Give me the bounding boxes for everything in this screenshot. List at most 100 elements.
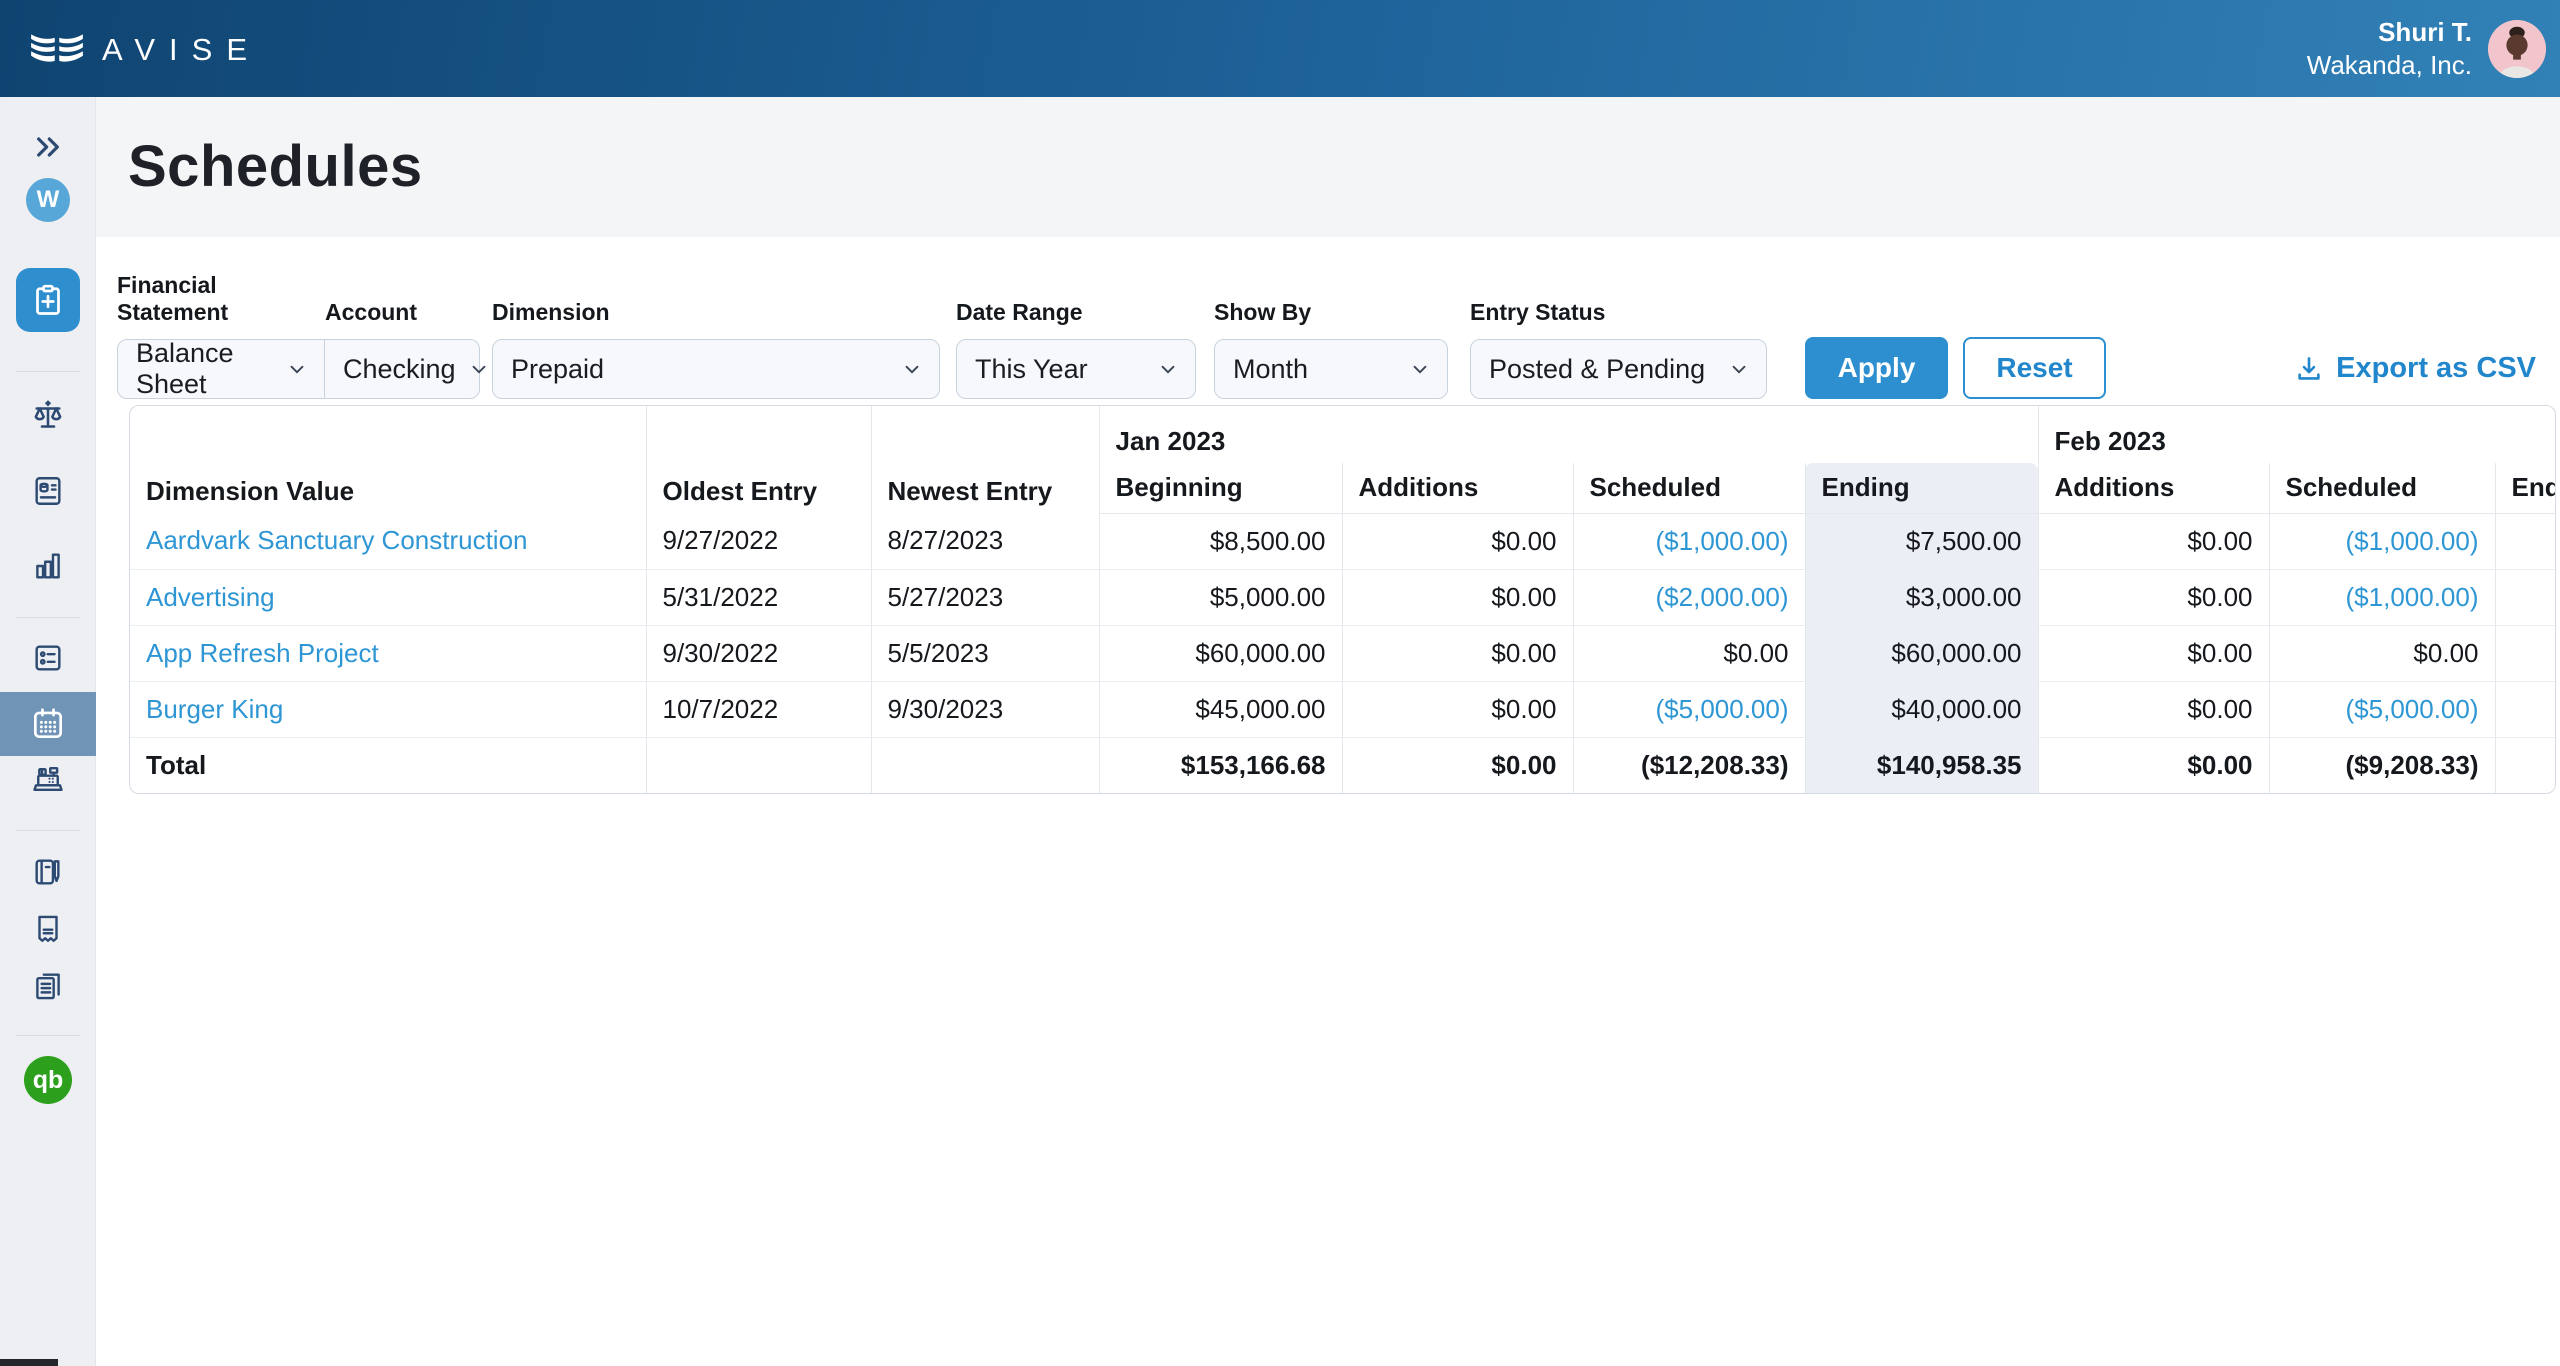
column-header-feb-ending: Ending — [2494, 463, 2555, 514]
sidebar-item-ledger[interactable] — [0, 468, 96, 514]
sidebar-item-receipts[interactable] — [0, 906, 96, 952]
filter-label: Entry Status — [1470, 299, 1606, 325]
chevron-down-icon — [901, 358, 923, 380]
table-row: Aardvark Sanctuary Construction 9/27/202… — [130, 513, 2555, 570]
cell-feb-ending — [2494, 625, 2555, 682]
filter-label: Show By — [1214, 299, 1312, 325]
total-jan-scheduled: ($12,208.33) — [1572, 737, 1805, 793]
table-row: Advertising 5/31/2022 5/27/2023 $5,000.0… — [130, 569, 2555, 626]
sidebar-item-reports[interactable] — [0, 543, 96, 589]
dimension-link[interactable]: Advertising — [146, 581, 275, 612]
total-jan-ending: $140,958.35 — [1804, 737, 2038, 793]
dimension-link[interactable]: App Refresh Project — [146, 637, 379, 668]
cell-jan-ending: $40,000.00 — [1804, 681, 2038, 738]
cell-newest-entry: 9/30/2023 — [870, 681, 1099, 738]
apply-button[interactable]: Apply — [1805, 337, 1948, 399]
chevron-down-icon — [1157, 358, 1179, 380]
total-label: Total — [146, 749, 207, 780]
filter-show-by: Show By Month — [1214, 299, 1448, 399]
cell-jan-ending: $3,000.00 — [1804, 569, 2038, 626]
sidebar-item-add-schedule[interactable] — [16, 268, 80, 332]
title-band: Schedules — [96, 97, 2560, 237]
corner-strip — [0, 1359, 58, 1366]
cell-feb-additions: $0.00 — [2037, 569, 2269, 626]
ledger-book-icon — [31, 474, 65, 508]
cell-newest-entry: 5/5/2023 — [870, 625, 1099, 682]
show-by-select[interactable]: Month — [1214, 339, 1448, 399]
sidebar-item-register[interactable] — [0, 759, 96, 805]
sidebar-nav: W — [0, 97, 96, 1366]
entry-status-select[interactable]: Posted & Pending — [1470, 339, 1767, 399]
sidebar-item-checklist[interactable] — [0, 635, 96, 681]
cell-jan-beginning: $45,000.00 — [1098, 681, 1342, 738]
cell-feb-additions: $0.00 — [2037, 625, 2269, 682]
column-header-jan-beginning: Beginning — [1098, 463, 1342, 514]
sidebar-item-schedules[interactable] — [0, 692, 96, 756]
cell-jan-additions: $0.00 — [1341, 513, 1573, 570]
cell-oldest-entry: 10/7/2022 — [645, 681, 871, 738]
sidebar-divider — [16, 371, 80, 372]
cell-jan-scheduled-link[interactable]: ($1,000.00) — [1655, 525, 1789, 556]
column-header-newest-entry: Newest Entry — [870, 406, 1099, 513]
sidebar-divider — [16, 830, 80, 831]
topbar: AVISE Shuri T. Wakanda, Inc. — [0, 0, 2560, 97]
reset-button[interactable]: Reset — [1963, 337, 2106, 399]
export-csv-label: Export as CSV — [2336, 352, 2536, 384]
cell-oldest-entry: 9/27/2022 — [645, 513, 871, 570]
receipt-icon — [31, 912, 65, 946]
cell-jan-scheduled-link[interactable]: ($2,000.00) — [1655, 581, 1789, 612]
cell-jan-scheduled: $0.00 — [1572, 625, 1805, 682]
cell-feb-additions: $0.00 — [2037, 513, 2269, 570]
select-value: Month — [1233, 353, 1309, 384]
cell-jan-beginning: $5,000.00 — [1098, 569, 1342, 626]
sidebar-item-documents[interactable] — [0, 963, 96, 1009]
column-header-jan-scheduled: Scheduled — [1572, 463, 1805, 514]
cell-jan-beginning: $8,500.00 — [1098, 513, 1342, 570]
financial-statement-select[interactable]: Balance Sheet — [117, 338, 325, 399]
cell-feb-additions: $0.00 — [2037, 681, 2269, 738]
total-jan-beginning: $153,166.68 — [1098, 737, 1342, 793]
download-icon — [2294, 354, 2324, 384]
cell-oldest-entry: 5/31/2022 — [645, 569, 871, 626]
user-name: Shuri T. — [2378, 16, 2472, 47]
sidebar-item-quickbooks[interactable]: qb — [0, 1054, 96, 1106]
date-range-select[interactable]: This Year — [956, 339, 1196, 399]
cell-jan-scheduled-link[interactable]: ($5,000.00) — [1655, 693, 1789, 724]
expand-sidebar-button[interactable] — [0, 125, 96, 169]
dimension-link[interactable]: Burger King — [146, 693, 284, 724]
user-menu[interactable]: Shuri T. Wakanda, Inc. — [2307, 16, 2546, 82]
cell-feb-ending — [2494, 681, 2555, 738]
sidebar-item-balance[interactable] — [0, 393, 96, 439]
cell-feb-scheduled-link[interactable]: ($1,000.00) — [2345, 581, 2479, 612]
notebook-pen-icon — [31, 855, 65, 889]
filter-label: Date Range — [956, 299, 1083, 325]
cell-feb-ending — [2494, 569, 2555, 626]
checklist-icon — [31, 641, 65, 675]
sidebar-item-journal[interactable] — [0, 849, 96, 895]
quickbooks-label: qb — [32, 1065, 64, 1094]
cell-feb-scheduled-link[interactable]: ($5,000.00) — [2345, 693, 2479, 724]
total-row: Total $153,166.68 $0.00 ($12,208.33) $14… — [130, 737, 2555, 793]
workspace-initial: W — [36, 186, 60, 213]
dimension-select[interactable]: Prepaid — [492, 339, 940, 399]
double-chevron-right-icon — [32, 131, 64, 163]
select-value: Prepaid — [511, 353, 605, 384]
filter-date-range: Date Range This Year — [956, 299, 1196, 399]
select-value: This Year — [975, 353, 1088, 384]
user-avatar[interactable] — [2488, 19, 2546, 78]
filter-financial-statement: Financial Statement Balance Sheet — [117, 272, 325, 399]
column-header-jan-ending: Ending — [1804, 463, 2038, 514]
quickbooks-icon: qb — [24, 1056, 72, 1104]
export-csv-link[interactable]: Export as CSV — [2294, 352, 2536, 385]
workspace-switcher[interactable]: W — [0, 178, 96, 222]
brand-name: AVISE — [102, 31, 262, 67]
select-value: Checking — [343, 353, 456, 384]
cell-feb-scheduled-link[interactable]: ($1,000.00) — [2345, 525, 2479, 556]
cell-feb-scheduled: $0.00 — [2268, 625, 2495, 682]
account-select[interactable]: Checking — [324, 339, 485, 399]
month-group-jan-2023: Jan 2023 — [1098, 406, 2038, 463]
dimension-link[interactable]: Aardvark Sanctuary Construction — [146, 525, 528, 556]
column-header-oldest-entry: Oldest Entry — [645, 406, 871, 513]
column-header-feb-additions: Additions — [2037, 463, 2269, 514]
filter-label: Dimension — [492, 299, 610, 325]
